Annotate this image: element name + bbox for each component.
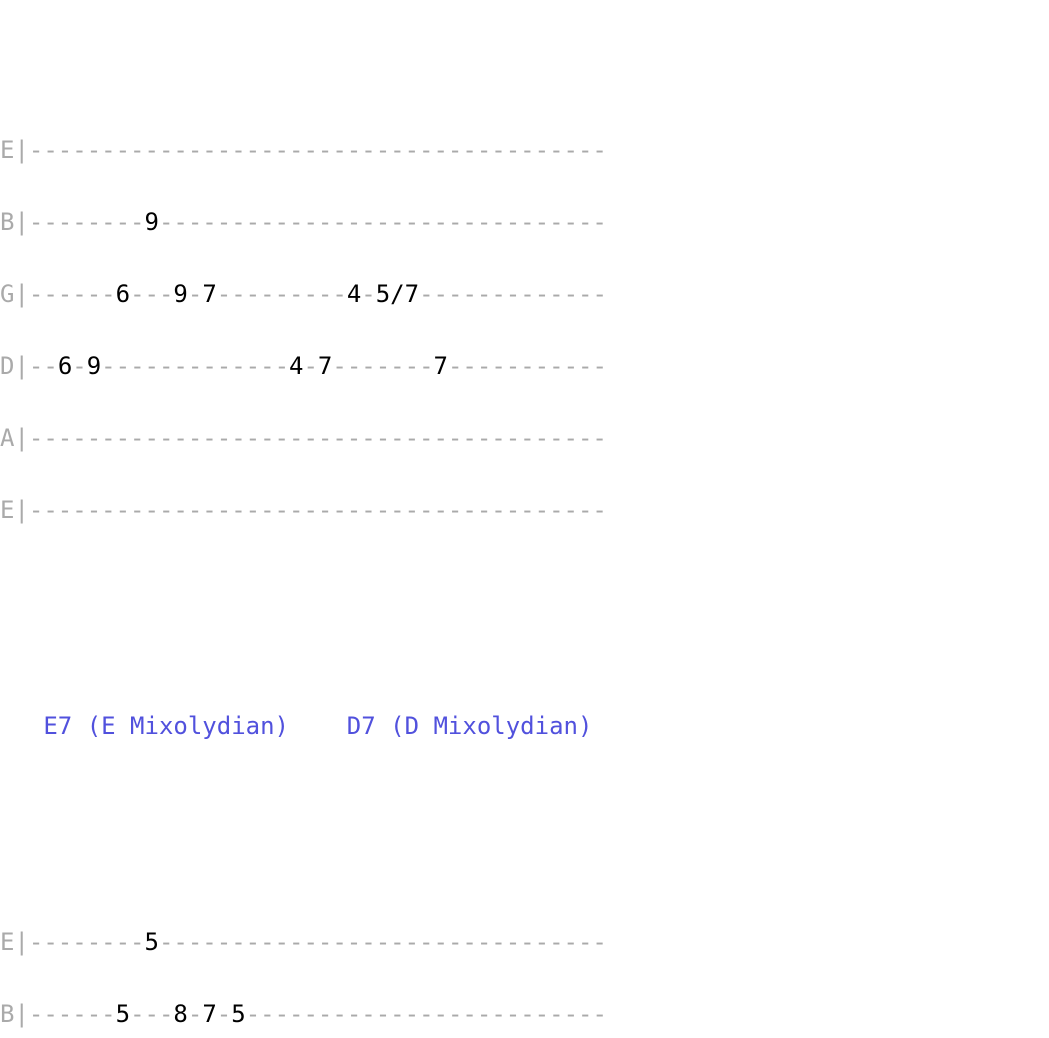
spacer <box>0 642 1049 666</box>
string-a: A|--------------------------------------… <box>0 426 1049 450</box>
string-e-high: E|--------------------------------------… <box>0 138 1049 162</box>
string-g: G|------6---9-7---------4-5/7-----------… <box>0 282 1049 306</box>
tab-container: E|--------------------------------------… <box>0 0 1049 1038</box>
string-b: B|------5---8-7-5-----------------------… <box>0 1002 1049 1026</box>
string-d: D|--6-9-------------4-7-------7---------… <box>0 354 1049 378</box>
string-e-low: E|--------------------------------------… <box>0 498 1049 522</box>
string-e-high: E|--------5-----------------------------… <box>0 930 1049 954</box>
block-0: E|--------------------------------------… <box>0 90 1049 570</box>
string-b: B|--------9-----------------------------… <box>0 210 1049 234</box>
chord-label-e7-d7: E7 (E Mixolydian) D7 (D Mixolydian) <box>0 714 1049 738</box>
block-1: E|--------5-----------------------------… <box>0 882 1049 1038</box>
spacer <box>0 786 1049 810</box>
